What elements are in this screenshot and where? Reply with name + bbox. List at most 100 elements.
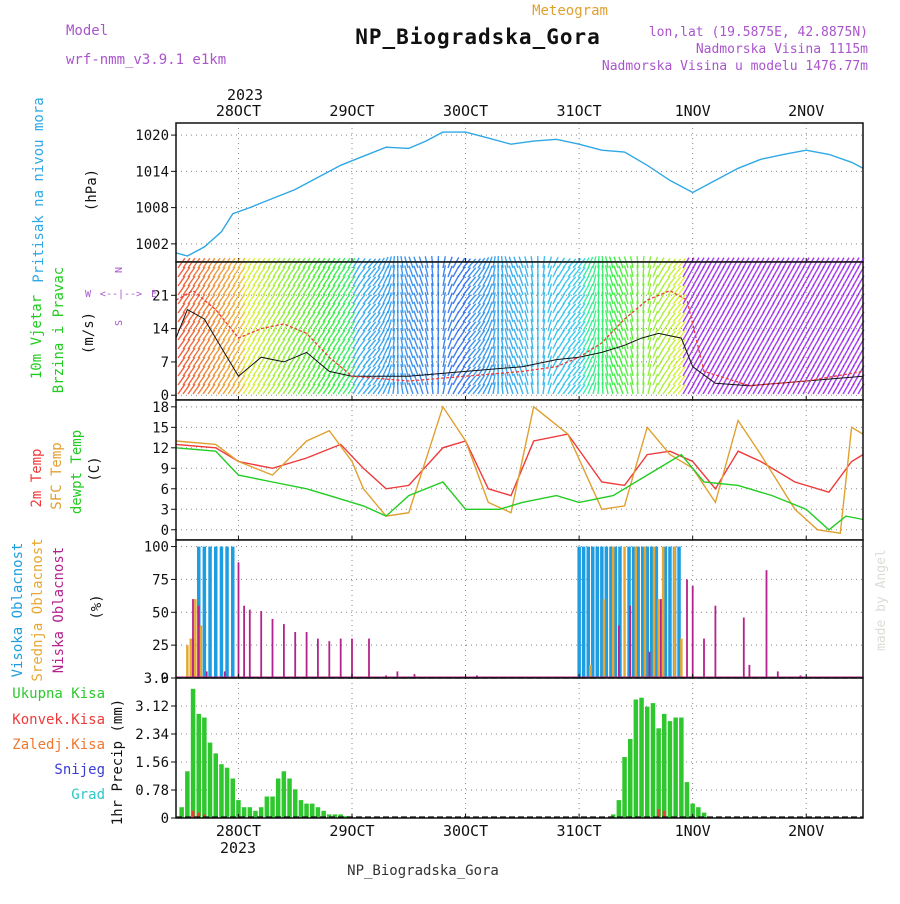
precip-ylabel: 1hr Precip (mm) [110,699,126,825]
bar-niska-oblacnost [260,611,262,678]
y-tick-label: 50 [152,605,169,621]
compass-n: N [114,267,125,273]
precip-legend-total: Ukupna Kisa [12,686,105,702]
wind-barb [637,382,638,394]
cloud-ylabel-mid: Srednja Oblacnost [30,538,46,681]
bar-ukupna-kisa [310,804,315,818]
bar-niska-oblacnost [249,610,251,678]
bar-srednja-oblacnost [673,547,676,678]
bar-ukupna-kisa [679,718,684,819]
temp-ylabel-2m: 2m Temp [29,448,45,507]
bar-niska-oblacnost [686,579,688,678]
y-tick-label: 25 [152,638,169,654]
bar-niska-oblacnost [351,639,353,678]
y-tick-label: 1014 [135,164,169,180]
model-label: Model [66,23,108,39]
product-title: Meteogram [532,3,608,19]
y-tick-label: 9 [161,461,169,477]
bar-niska-oblacnost [660,599,662,678]
y-tick-label: 0 [161,811,169,827]
bar-ukupna-kisa [248,807,253,818]
x-tick-label-bottom: 31OCT [557,822,602,840]
bar-visoka-oblacnost [225,547,229,678]
bar-niska-oblacnost [618,625,620,678]
bar-niska-oblacnost [238,562,240,678]
y-tick-label: 18 [152,400,169,416]
bar-visoka-oblacnost [582,547,586,678]
cloud-ylabel-high: Visoka Oblacnost [10,543,26,678]
y-tick-label: 3 [161,502,169,518]
pressure-ylabel-unit: (hPa) [84,169,100,211]
x-tick-label-bottom: 1NOV [675,822,711,840]
bar-ukupna-kisa [622,757,627,818]
bar-niska-oblacnost [243,606,245,678]
bar-ukupna-kisa [276,779,281,819]
bar-niska-oblacnost [198,606,200,678]
y-tick-label: 7 [161,355,169,371]
y-tick-label: 2.34 [135,727,169,743]
bar-visoka-oblacnost [231,547,235,678]
bar-niska-oblacnost [743,618,745,679]
x-tick-label-top: 29OCT [329,102,374,120]
bar-srednja-oblacnost [612,547,615,678]
bar-ukupna-kisa [673,718,678,819]
y-tick-label: 3.12 [135,699,169,715]
x-tick-label-top: 1NOV [675,102,711,120]
bar-ukupna-kisa [225,768,230,818]
bar-visoka-oblacnost [214,547,218,678]
bar-niska-oblacnost [649,652,651,678]
bar-niska-oblacnost [749,665,751,678]
bar-ukupna-kisa [214,753,219,818]
precip-legend-grad: Grad [71,787,105,803]
bar-ukupna-kisa [185,771,190,818]
x-tick-label-bottom: 28OCT [216,822,261,840]
x-tick-label-top: 30OCT [443,102,488,120]
panels: 1002100810141020071421036912151802550751… [135,123,864,827]
bar-srednja-oblacnost [589,665,592,678]
y-tick-label: 6 [161,482,169,498]
bar-niska-oblacnost [283,624,285,678]
bar-visoka-oblacnost [220,547,224,678]
lonlat-label: lon,lat (19.5875E, 42.8875N) [649,25,868,40]
bar-ukupna-kisa [645,707,650,818]
bar-visoka-oblacnost [208,547,212,678]
bar-ukupna-kisa [651,703,656,818]
model-name: wrf-nmm_v3.9.1 e1km [66,52,226,68]
y-tick-label: 1.56 [135,755,169,771]
temp-ylabel-dewpt: dewpt Temp [69,430,85,514]
bar-niska-oblacnost [715,606,717,678]
bar-ukupna-kisa [668,721,673,818]
cloud-axis-labels: Visoka Oblacnost Srednja Oblacnost Niska… [10,538,105,681]
x-tick-label-top: 2NOV [788,102,824,120]
temp-ylabel-unit: (C) [87,456,103,481]
pressure-ylabel-name: Pritisak na nivou mora [31,97,47,282]
cloud-ylabel-unit: (%) [89,594,105,619]
bar-niska-oblacnost [703,639,705,678]
x-tick-label-bottom: 29OCT [329,822,374,840]
compass-e: E [151,289,157,300]
bar-visoka-oblacnost [577,547,581,678]
bar-ukupna-kisa [304,804,309,818]
bar-ukupna-kisa [685,782,690,818]
temp-ylabel-sfc: SFC Temp [49,442,65,509]
x-tick-label-top: 28OCT [216,102,261,120]
bar-srednja-oblacnost [623,547,626,678]
bar-niska-oblacnost [328,641,330,678]
bar-ukupna-kisa [316,807,321,818]
bar-ukupna-kisa [634,700,639,819]
y-tick-label: 14 [152,322,169,338]
footer-station: NP_Biogradska_Gora [347,863,499,879]
bar-niska-oblacnost [306,632,308,678]
bar-srednja-oblacnost [200,625,203,678]
wind-ylabel-unit: (m/s) [81,312,97,354]
bar-niska-oblacnost [629,606,631,678]
bar-srednja-oblacnost [190,639,193,678]
bar-ukupna-kisa [662,714,667,818]
bar-visoka-oblacnost [203,547,207,678]
x-tick-label-bottom: 30OCT [443,822,488,840]
bar-ukupna-kisa [696,807,701,818]
